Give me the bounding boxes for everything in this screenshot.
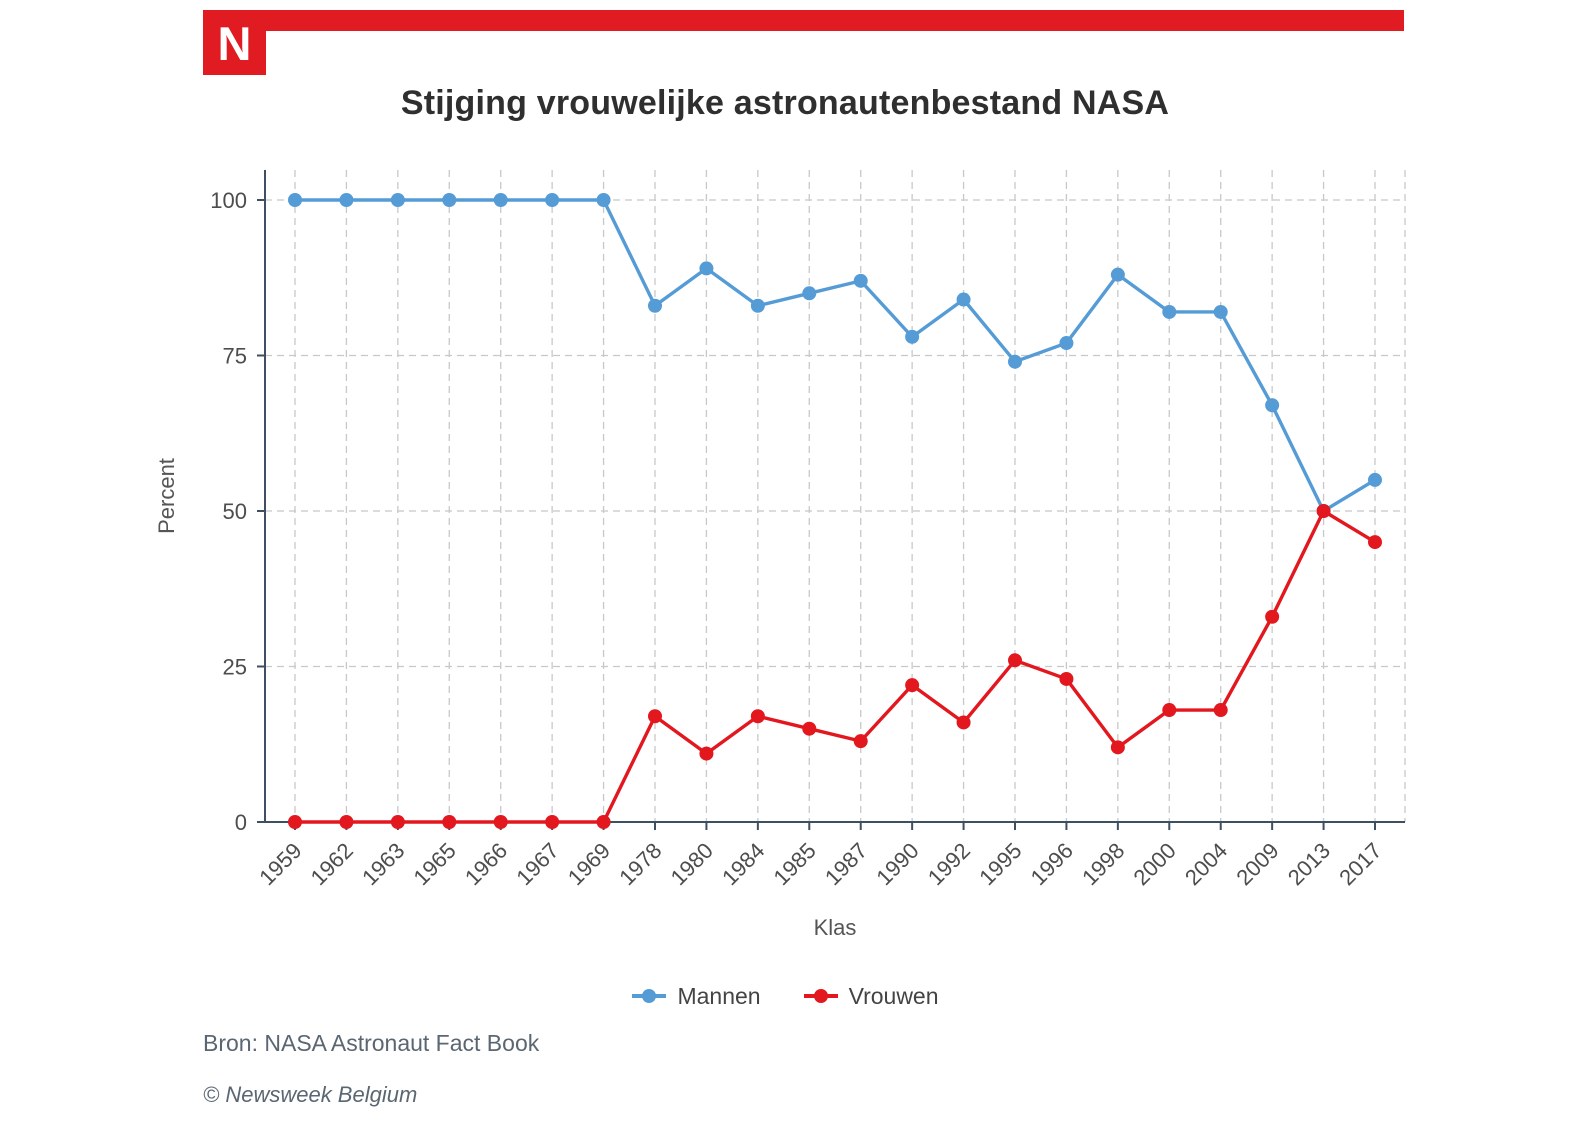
data-point-vrouwen [905,678,920,693]
data-point-vrouwen [1265,609,1280,624]
x-tick-label: 1987 [820,838,872,890]
x-tick-label: 1969 [563,838,615,890]
x-tick-label: 1990 [871,838,923,890]
data-point-vrouwen [802,721,817,736]
x-tick-label: 1978 [614,838,666,890]
data-point-vrouwen [1059,671,1074,686]
legend-label-mannen: Mannen [677,982,761,1009]
data-point-vrouwen [1368,535,1382,550]
data-point-vrouwen [493,815,508,829]
y-axis-title: Percent [154,458,179,534]
newsweek-logo: N [203,12,266,75]
data-point-mannen [905,329,920,344]
data-point-mannen [596,193,611,207]
x-tick-label: 1985 [769,838,821,890]
legend-item-mannen: Mannen [631,982,761,1010]
series-line-vrouwen [293,509,1377,824]
x-tick-label: 2000 [1129,838,1181,890]
x-tick-label: 1996 [1026,838,1078,890]
x-tick-label: 2009 [1231,838,1283,890]
data-point-mannen [956,292,971,307]
brand-bar [203,10,1404,31]
x-tick-label: 1998 [1077,838,1129,890]
y-tick-label: 75 [223,344,247,369]
series-line-mannen [293,198,1377,513]
data-point-mannen [853,273,868,288]
data-point-mannen [1368,472,1382,487]
data-point-vrouwen [545,815,560,829]
legend-item-vrouwen: Vrouwen [803,983,939,1010]
data-point-vrouwen [1110,740,1125,755]
y-tick-label: 100 [210,188,247,213]
data-point-vrouwen [339,815,354,829]
y-tick-label: 25 [223,655,247,680]
data-point-mannen [288,193,302,207]
chart-title: Stijging vrouwelijke astronautenbestand … [400,84,1170,122]
data-point-mannen [648,298,662,313]
data-point-mannen [390,193,405,207]
y-tick-label: 50 [223,499,247,524]
legend-marker-vrouwen [803,989,838,1003]
data-point-mannen [1110,267,1125,282]
x-tick-label: 1980 [666,838,718,890]
data-point-vrouwen [1162,703,1177,718]
data-point-mannen [1265,398,1280,413]
data-point-vrouwen [1008,653,1022,668]
data-point-mannen [339,193,354,207]
data-point-vrouwen [596,815,611,829]
x-tick-label: 1963 [357,838,409,890]
x-tick-label: 1962 [306,838,358,890]
data-point-vrouwen [699,746,714,761]
chart-legend: Mannen Vrouwen [150,978,1420,1014]
data-point-vrouwen [442,815,457,829]
data-point-vrouwen [750,709,765,724]
x-tick-label: 1965 [409,838,461,890]
legend-label-vrouwen: Vrouwen [848,982,939,1009]
data-point-vrouwen [853,734,868,749]
data-point-vrouwen [1213,703,1228,718]
data-point-mannen [1008,354,1022,369]
x-tick-label: 1967 [511,838,563,890]
x-tick-label: 1995 [974,838,1026,890]
data-point-mannen [493,193,508,207]
source-text: Bron: NASA Astronaut Fact Book [203,1030,540,1056]
data-point-mannen [1059,336,1074,351]
x-tick-label: 1992 [923,838,975,890]
x-tick-label: 1959 [254,838,306,890]
data-point-mannen [442,193,457,207]
data-point-mannen [802,286,817,301]
data-point-mannen [1162,304,1177,319]
x-tick-label: 2004 [1180,838,1232,890]
data-point-mannen [1213,304,1228,319]
logo-letter: N [217,17,252,70]
x-tick-label: 2017 [1334,838,1386,890]
x-axis-title: Klas [814,915,857,940]
legend-marker-mannen [632,989,667,1003]
data-point-vrouwen [1316,504,1331,518]
data-point-vrouwen [956,715,971,730]
y-tick-label: 0 [235,810,247,835]
copyright-text: © Newsweek Belgium [203,1082,418,1107]
x-tick-label: 1984 [717,838,769,890]
data-point-mannen [750,298,765,313]
data-point-mannen [545,193,560,207]
data-point-mannen [699,261,714,276]
data-point-vrouwen [390,815,405,829]
data-point-vrouwen [648,709,662,724]
data-point-vrouwen [288,815,302,829]
x-tick-label: 1966 [460,838,512,890]
x-tick-label: 2013 [1283,838,1335,890]
